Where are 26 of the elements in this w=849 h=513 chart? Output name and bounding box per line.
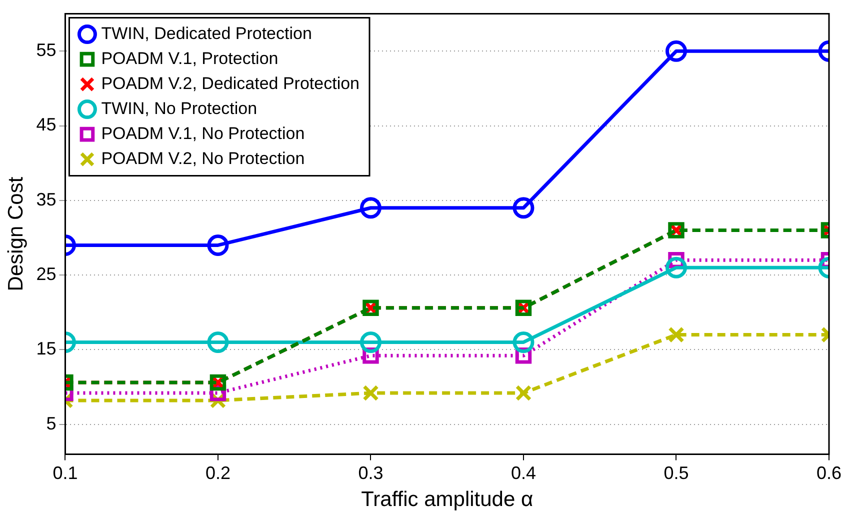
y-tick-label: 45 xyxy=(36,114,56,135)
point xyxy=(362,384,379,402)
x-axis-title: Traffic amplitude α xyxy=(361,488,534,512)
legend-label: POADM V.2, No Protection xyxy=(101,148,305,168)
point xyxy=(515,384,532,402)
point xyxy=(512,197,534,219)
point xyxy=(360,197,382,219)
x-tick-label: 0.1 xyxy=(52,462,78,483)
legend-label: TWIN, No Protection xyxy=(101,98,258,118)
y-tick-label: 35 xyxy=(36,189,56,210)
x-tick-label: 0.6 xyxy=(816,462,842,483)
y-tick-label: 5 xyxy=(46,413,56,434)
point xyxy=(360,331,382,353)
legend-label: POADM V.1, No Protection xyxy=(101,124,305,143)
x-tick-label: 0.4 xyxy=(510,462,536,483)
x-tick-label: 0.5 xyxy=(664,462,689,483)
legend-label: POADM V.2, Dedicated Protection xyxy=(101,74,360,93)
legend-label: POADM V.1, Protection xyxy=(101,48,278,68)
point xyxy=(512,331,534,353)
y-tick-label: 55 xyxy=(36,40,56,60)
y-tick-label: 15 xyxy=(36,338,56,359)
legend-label: TWIN, Dedicated Protection xyxy=(101,24,312,43)
y-axis-title: Design Cost xyxy=(4,176,28,292)
x-tick-label: 0.2 xyxy=(205,462,230,483)
y-tick-label: 25 xyxy=(36,264,56,284)
x-tick-label: 0.3 xyxy=(358,462,384,483)
